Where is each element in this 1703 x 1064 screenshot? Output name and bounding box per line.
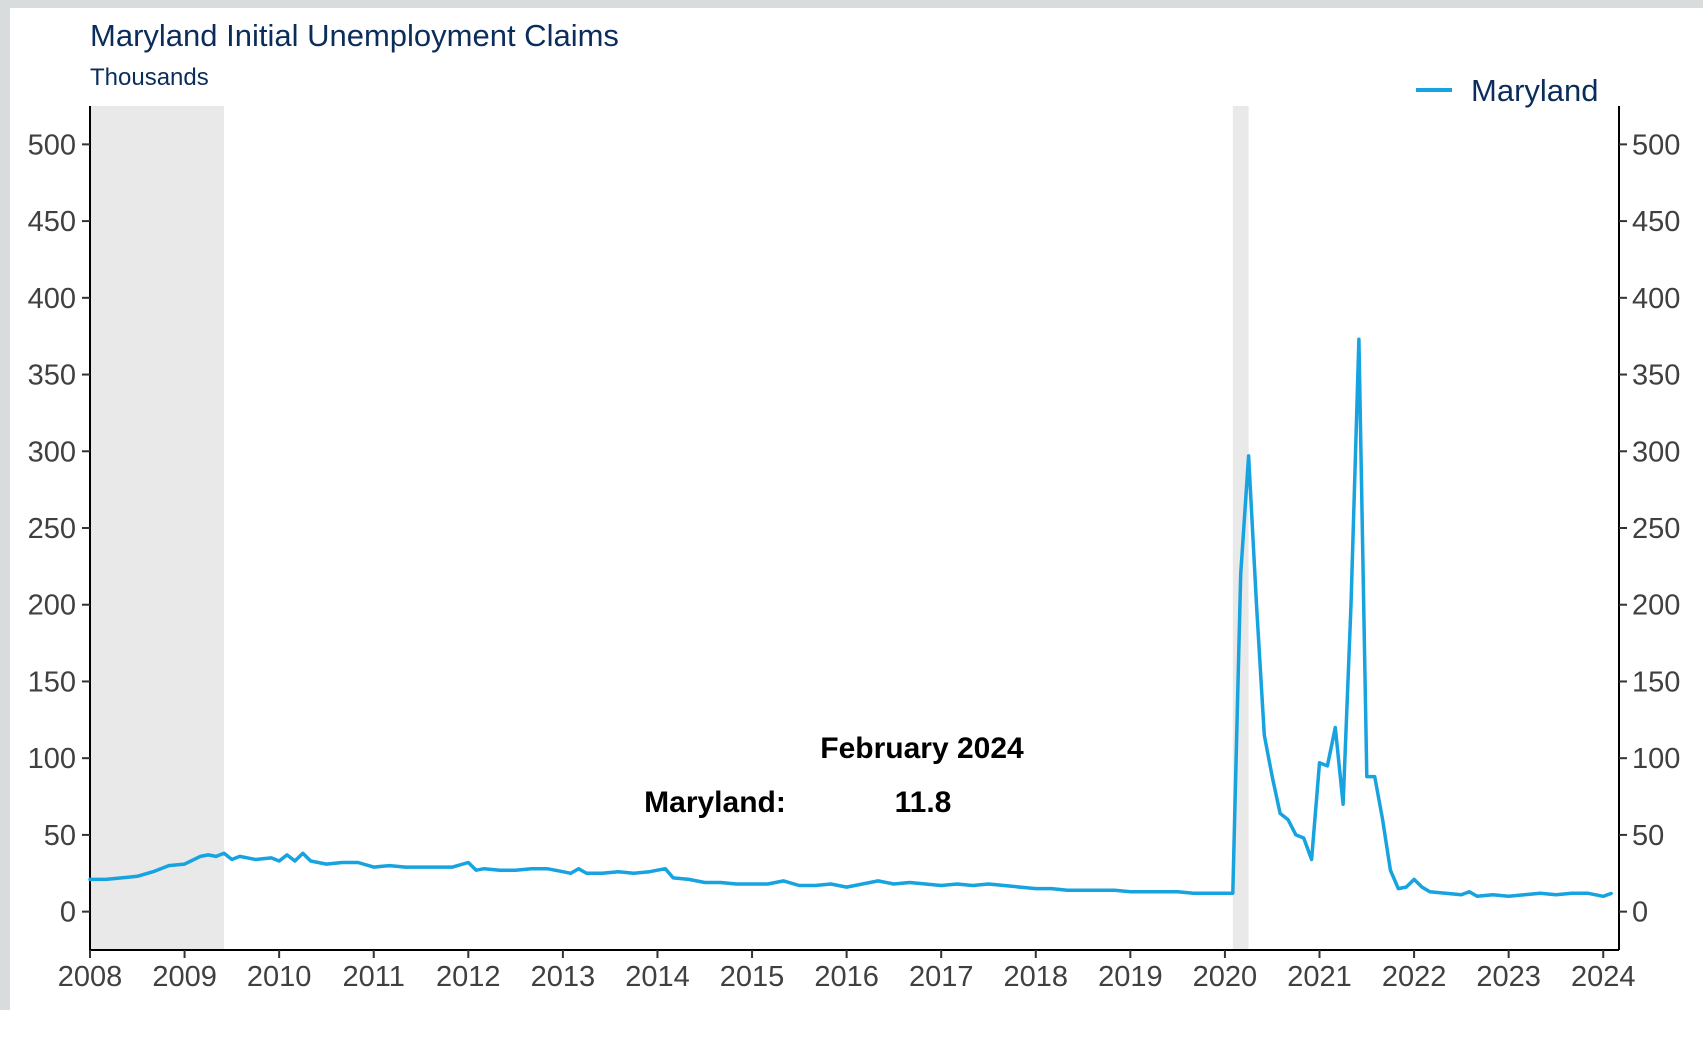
y-tick-label-right: 250 — [1632, 513, 1680, 545]
x-tick-label: 2015 — [720, 961, 785, 993]
x-tick-label: 2017 — [909, 961, 974, 993]
y-tick-label-right: 200 — [1632, 590, 1680, 622]
series-line-maryland — [88, 337, 1613, 899]
x-tick-label: 2018 — [1004, 961, 1069, 993]
x-tick-label: 2008 — [58, 961, 123, 993]
axes — [89, 106, 1620, 951]
y-tick-label-right: 350 — [1632, 360, 1680, 392]
annotation-heading: February 2024 — [820, 732, 1024, 765]
y-tick-label-left: 300 — [28, 436, 76, 468]
y-tick-label-right: 400 — [1632, 283, 1680, 315]
annotation-label: Maryland: — [644, 786, 786, 819]
recession-band-1 — [90, 106, 224, 950]
chart-subtitle: Thousands — [90, 64, 209, 91]
y-tick-label-left: 50 — [44, 820, 76, 852]
x-tick-label: 2024 — [1571, 961, 1636, 993]
x-tick-label: 2013 — [531, 961, 596, 993]
legend-label-maryland: Maryland — [1471, 73, 1599, 108]
recession-bands — [90, 106, 1249, 950]
chart-title: Maryland Initial Unemployment Claims — [90, 18, 619, 53]
y-tick-label-right: 0 — [1632, 897, 1648, 929]
legend: Maryland — [1416, 73, 1599, 108]
y-tick-label-right: 50 — [1632, 820, 1664, 852]
y-tick-label-left: 100 — [28, 743, 76, 775]
y-tick-label-left: 400 — [28, 283, 76, 315]
x-tick-label: 2012 — [436, 961, 501, 993]
x-tick-label: 2022 — [1382, 961, 1447, 993]
y-tick-label-left: 350 — [28, 360, 76, 392]
y-tick-label-left: 250 — [28, 513, 76, 545]
x-tick-label: 2009 — [152, 961, 217, 993]
x-tick-label: 2021 — [1287, 961, 1352, 993]
bottom-strip — [0, 1010, 1703, 1064]
x-tick-label: 2010 — [247, 961, 312, 993]
x-ticks: 2008 2009 2010 2011 2012 2013 2014 2015 2016 2017… — [58, 950, 1636, 993]
y-tick-label-right: 100 — [1632, 743, 1680, 775]
x-tick-label: 2014 — [625, 961, 690, 993]
x-tick-label: 2011 — [343, 961, 405, 993]
y-tick-label-right: 150 — [1632, 666, 1680, 698]
y-tick-label-left: 450 — [28, 206, 76, 238]
y-tick-label-left: 200 — [28, 590, 76, 622]
y-tick-label-right: 300 — [1632, 436, 1680, 468]
value-annotation: February 2024 Maryland: 11.8 — [644, 732, 1024, 819]
y-ticks: 0 0 50 50 100 100 150 150 200 200 250 250 300 300 350 3… — [28, 129, 1681, 928]
x-tick-label: 2023 — [1476, 961, 1541, 993]
x-tick-label: 2020 — [1193, 961, 1258, 993]
y-tick-label-left: 150 — [28, 666, 76, 698]
series-lines — [88, 337, 1613, 899]
annotation-value: 11.8 — [895, 786, 952, 819]
y-tick-label-right: 450 — [1632, 206, 1680, 238]
y-tick-label-left: 500 — [28, 129, 76, 161]
x-tick-label: 2016 — [814, 961, 879, 993]
y-tick-label-left: 0 — [60, 897, 76, 929]
x-tick-label: 2019 — [1098, 961, 1163, 993]
y-tick-label-right: 500 — [1632, 129, 1680, 161]
